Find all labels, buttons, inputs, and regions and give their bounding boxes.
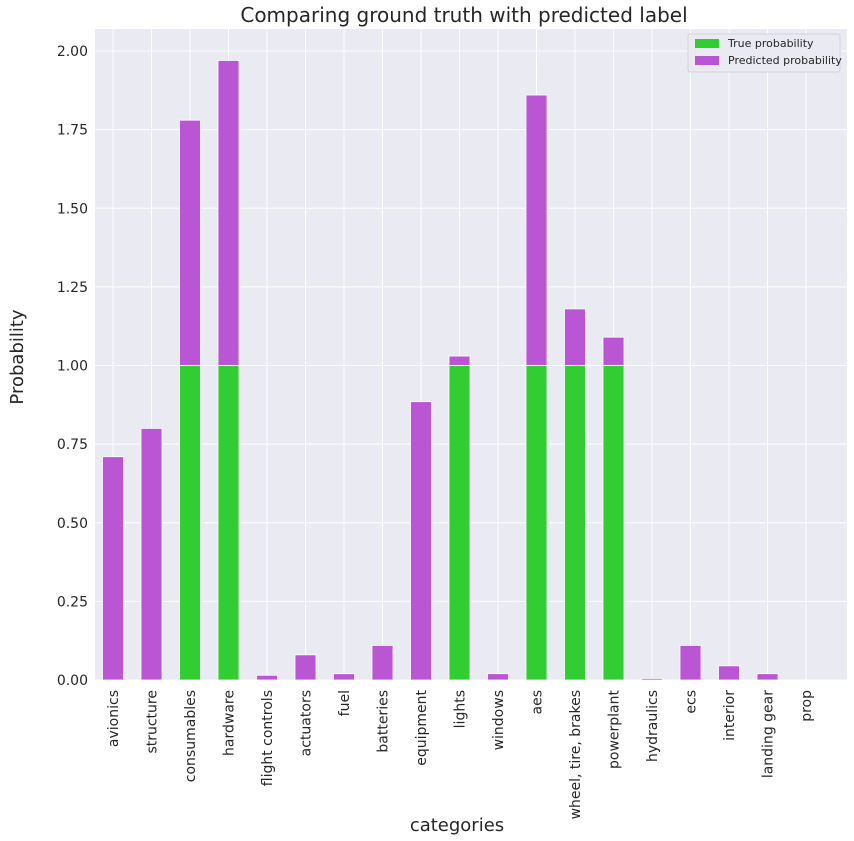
bar-predicted [410,401,432,681]
x-tick-label: interior [722,690,738,741]
bar-predicted [294,654,317,681]
y-tick-label: 0.25 [57,594,88,610]
bar-predicted [487,673,509,681]
x-tick-label: fuel [337,690,353,716]
x-tick-label: hydraulics [645,690,661,762]
legend-label-predicted: Predicted probability [728,54,842,67]
bar-true [448,365,471,681]
x-tick-label: equipment [414,689,430,765]
x-tick-label: structure [145,690,161,754]
y-tick-label: 1.00 [57,359,88,375]
bar-predicted [217,60,240,366]
y-tick-label: 1.25 [57,280,88,296]
y-axis-label: Probability [7,309,28,404]
bar-predicted [525,94,548,366]
y-tick-label: 0.75 [57,437,88,453]
x-tick-label: ecs [684,690,700,714]
bar-predicted [102,456,124,681]
x-tick-label: powerplant [607,690,623,770]
bar-predicted [602,336,625,366]
bar-true [217,365,240,681]
y-tick-label: 0.00 [57,673,88,689]
x-tick-label: hardware [222,690,238,756]
x-tick-label: lights [453,690,469,728]
bar-predicted [448,355,471,366]
chart-title: Comparing ground truth with predicted la… [240,3,687,27]
bar-predicted [179,119,201,366]
plot-background [95,29,847,680]
bar-predicted [679,645,702,681]
bar-predicted [564,308,586,366]
x-tick-label: landing gear [761,690,777,778]
bar-predicted [756,673,779,681]
bar-predicted [718,665,740,681]
bar-predicted [641,678,663,681]
y-tick-label: 1.75 [57,123,88,139]
x-tick-label: consumables [183,690,199,782]
x-tick-label: flight controls [260,690,276,786]
x-tick-label: prop [799,690,815,722]
bars [102,60,779,681]
x-tick-label: wheel, tire, brakes [568,690,584,819]
x-tick-label: windows [491,690,507,750]
bar-true [564,365,586,681]
y-tick-label: 2.00 [57,44,88,60]
bar-predicted [140,428,163,681]
legend-swatch-predicted [695,56,719,65]
bar-true [602,365,625,681]
bar-predicted [333,673,355,681]
bar-true [179,365,201,681]
x-tick-label: actuators [299,690,315,756]
legend-label-true: True probability [727,37,814,50]
legend-box [687,33,841,73]
x-tick-labels: avionics structure consumables hardware flig… [106,689,815,819]
legend-swatch-true [695,39,719,48]
bar-predicted [371,645,394,681]
bar-predicted [256,674,278,681]
x-tick-label: batteries [376,690,392,753]
y-tick-label: 0.50 [57,516,88,532]
y-tick-labels: 0.00 0.25 0.50 0.75 1.00 1.25 1.50 1.75 2.00 [57,44,88,689]
y-tick-label: 1.50 [57,201,88,217]
bar-true [525,365,548,681]
x-tick-label: avionics [106,690,122,747]
x-tick-label: aes [530,690,546,715]
legend: True probability Predicted probability [687,33,842,73]
x-axis-label: categories [410,815,504,836]
